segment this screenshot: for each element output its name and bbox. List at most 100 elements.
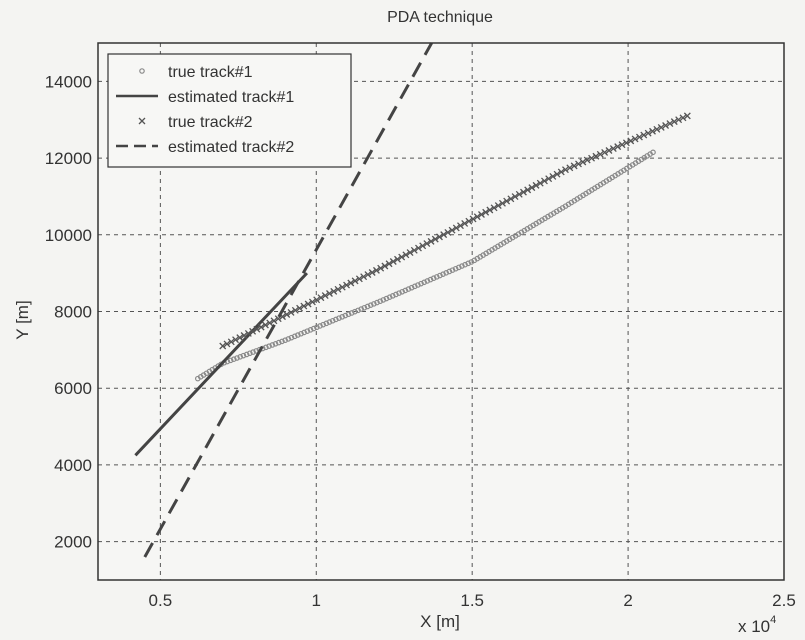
series-point: [635, 133, 643, 141]
series-point: [461, 219, 469, 227]
legend: true track#1 estimated track#1 true track#…: [107, 53, 352, 168]
series-point: [405, 286, 412, 292]
series-point: [406, 249, 414, 257]
series-point: [296, 304, 304, 312]
series-point: [257, 323, 265, 331]
x-axis-label: X [m]: [420, 612, 460, 631]
x-tick-label: 2.5: [772, 591, 796, 610]
series-point: [465, 217, 473, 225]
series-point: [364, 271, 372, 279]
series-point: [352, 308, 358, 315]
series-point: [465, 260, 472, 267]
series-point: [236, 334, 244, 342]
series-point: [494, 202, 502, 209]
y-tick-label: 8000: [54, 303, 92, 322]
y-tick-label: 12000: [45, 149, 92, 168]
series-point: [266, 319, 274, 327]
series-point: [592, 152, 600, 160]
series-point: [662, 122, 670, 129]
series-point: [330, 287, 338, 295]
series-point: [430, 275, 437, 282]
series-point: [575, 160, 582, 168]
series-point: [263, 344, 269, 351]
series-point: [490, 204, 498, 212]
series-point: [355, 275, 363, 283]
x-multiplier-base: x 10: [738, 617, 770, 636]
series-point: [583, 156, 591, 164]
series-point: [368, 269, 376, 276]
tick-labels: 0.5 1 1.5 2 2.5 2000 4000 6000 8000 10000 12000 140…: [45, 72, 796, 610]
series-point: [300, 302, 308, 310]
legend-swatch: [139, 68, 145, 74]
series-point: [566, 164, 574, 172]
series-point: [275, 339, 282, 346]
series-point: [234, 355, 240, 361]
series-point: [374, 299, 380, 306]
series-point: [380, 297, 387, 303]
series-point: [321, 292, 329, 300]
series-point: [410, 246, 418, 254]
series-point: [329, 317, 336, 324]
plot-frame: [97, 42, 785, 581]
series-point: [536, 179, 544, 187]
series-point: [389, 258, 397, 265]
series-point: [478, 211, 485, 218]
series-point: [457, 222, 464, 230]
series-true-track-1: [194, 149, 656, 382]
series-point: [449, 267, 456, 273]
series-point: [240, 332, 248, 339]
series-point: [653, 125, 661, 133]
series-point: [524, 186, 532, 194]
series-point: [679, 114, 687, 122]
x-multiplier-exponent: 4: [770, 614, 776, 626]
series-point: [237, 354, 244, 360]
series-point: [333, 316, 339, 323]
series-point: [657, 123, 665, 131]
series-point: [336, 315, 342, 321]
y-tick-label: 2000: [54, 533, 92, 552]
series-point: [557, 168, 565, 176]
series-point: [462, 261, 468, 268]
series-point: [605, 147, 613, 154]
series-point: [347, 279, 355, 287]
series-point: [317, 294, 325, 302]
series-line: [143, 42, 433, 558]
series-point: [448, 226, 456, 234]
series-point: [436, 233, 443, 241]
legend-label: estimated track#1: [168, 89, 294, 106]
legend-label: estimated track#2: [168, 139, 294, 156]
series-point: [650, 149, 656, 156]
series-point: [287, 308, 295, 316]
series-point: [670, 118, 678, 126]
y-tick-label: 6000: [54, 379, 92, 398]
series-point: [482, 208, 490, 216]
legend-label: true track#2: [168, 114, 253, 131]
series-point: [351, 277, 359, 285]
series-point: [511, 193, 519, 201]
series-point: [627, 137, 635, 145]
series-point: [588, 154, 596, 162]
legend-label: true track#1: [168, 64, 253, 81]
series-point: [244, 329, 252, 337]
series-point: [249, 327, 257, 335]
series-point: [314, 324, 320, 331]
series-point: [507, 195, 515, 203]
series-point: [361, 304, 368, 311]
chart-title: PDA technique: [387, 9, 493, 26]
series-point: [399, 288, 405, 295]
series-point: [360, 273, 368, 281]
series-point: [227, 357, 234, 364]
series-point: [358, 306, 364, 312]
series-point: [304, 300, 312, 308]
legend-item: estimated track#2: [116, 139, 294, 156]
series-point: [596, 150, 604, 158]
series-point: [415, 244, 422, 252]
series-point: [338, 283, 346, 291]
series-point: [640, 131, 648, 139]
series-point: [644, 129, 652, 137]
series-point: [285, 336, 292, 342]
legend-item: true track#1: [139, 64, 253, 81]
x-tick-label: 2: [623, 591, 632, 610]
series-point: [499, 199, 506, 207]
